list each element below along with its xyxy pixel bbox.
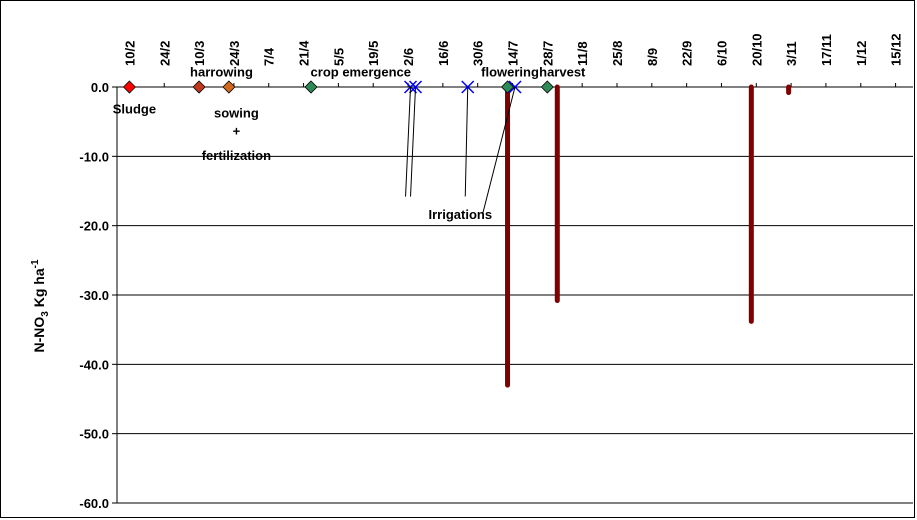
x-tick-label-19: 3/11 [784,41,799,66]
annotation-4: fertilization [202,148,271,163]
x-tick-label-17: 6/10 [714,41,729,66]
x-tick-label-9: 16/6 [436,41,451,66]
x-tick-label-18: 20/10 [749,33,764,66]
x-tick-label-12: 28/7 [540,41,555,66]
y-axis-label-main: N-NO [31,317,47,353]
series-1-diamond-0 [122,80,137,94]
x-tick-label-10: 30/6 [471,41,486,66]
y-axis-label-unit: Kg ha [31,268,47,311]
annotation-5: crop emergence [311,65,411,80]
x-tick-label-4: 7/4 [262,47,277,66]
series-4-diamond-0 [304,80,318,94]
axes [112,83,913,504]
y-tick-label-2: -20.0 [79,219,109,234]
x-tick-label-6: 5/5 [331,48,346,66]
x-tick-label-8: 2/6 [401,48,416,66]
x-tick-label-20: 17/11 [819,34,834,66]
y-axis-label: N-NO3 Kg ha-1 [30,259,51,352]
y-tick-label-1: -10.0 [79,149,109,164]
annotation-8: Irrigations [428,207,492,222]
x-tick-label-22: 15/12 [889,33,904,66]
annotations: Sludge harrowing sowing + fertilization crop … [113,65,586,222]
y-tick-label-6: -60.0 [79,496,109,511]
irrigation-leader-2 [464,86,469,197]
series-2-diamond-0 [192,80,206,94]
x-tick-label-13: 11/8 [575,41,590,66]
y-tick-label-4: -40.0 [79,357,109,372]
irrigation-leader-0 [405,86,412,197]
data-marks [122,80,792,388]
x-tick-label-5: 21/4 [297,40,312,66]
annotation-0: Sludge [113,101,156,116]
y-tick-labels: 0.0 -10.0 -20.0 -30.0 -40.0 -50.0 -60.0 [79,80,109,511]
y-axis-label-sub: 3 [40,311,51,317]
x-tick-label-16: 22/9 [680,41,695,66]
annotation-leaders [405,86,516,215]
x-tick-label-21: 1/12 [854,41,869,66]
y-axis-label-sup: -1 [30,259,41,268]
x-tick-label-1: 24/2 [157,41,172,66]
x-tick-label-2: 10/3 [192,41,207,66]
y-tick-label-5: -50.0 [79,427,109,442]
annotation-6: flowering [481,65,539,80]
y-tick-label-0: 0.0 [91,80,109,95]
x-tick-label-3: 24/3 [227,41,242,66]
irrigation-leader-3 [482,86,516,215]
irrigation-leader-1 [410,86,416,197]
x-tick-label-11: 14/7 [506,41,521,66]
series-3-diamond-0 [222,80,236,94]
x-tick-label-14: 25/8 [610,41,625,66]
gridlines [117,155,913,504]
x-tick-labels: 10/2 24/2 10/3 24/3 7/4 21/4 5/5 19/5 2/6 16/6 30/… [122,33,903,66]
y-tick-label-3: -30.0 [79,288,109,303]
x-tick-label-7: 19/5 [366,41,381,66]
annotation-7: harvest [539,65,586,80]
annotation-3: + [233,124,241,139]
x-tick-label-15: 8/9 [645,48,660,66]
x-tick-label-0: 10/2 [122,41,137,66]
annotation-2: sowing [214,106,259,121]
series-4-diamond-2 [540,80,554,94]
series-4-diamond-1 [500,80,515,94]
annotation-1: harrowing [190,65,253,80]
